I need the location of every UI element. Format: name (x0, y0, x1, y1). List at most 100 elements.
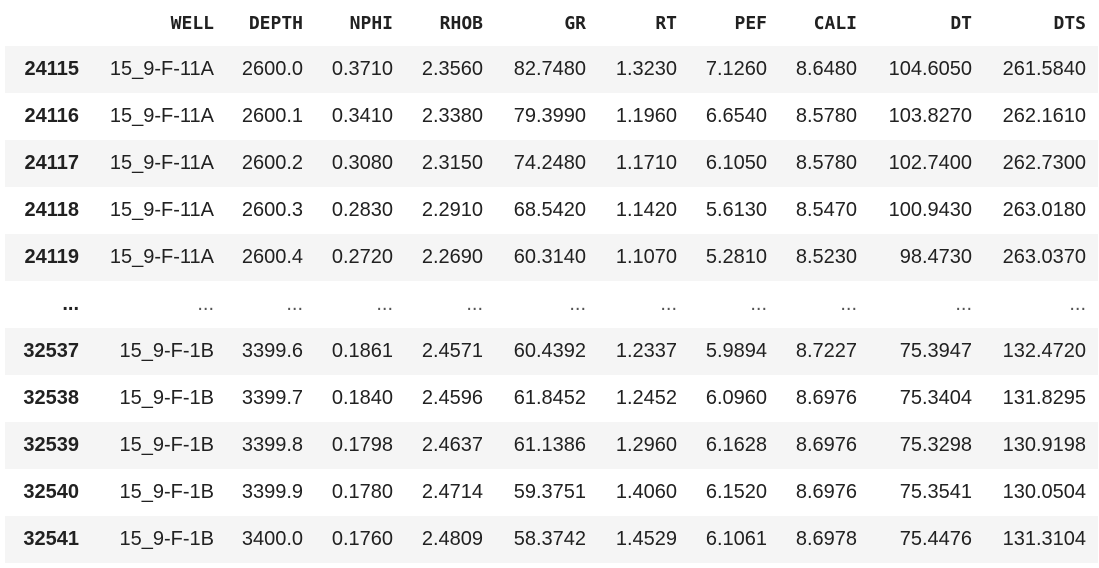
table-cell: 131.8295 (1002, 387, 1086, 409)
table-cell: 6.6540 (705, 105, 767, 127)
table-cell: 1.1070 (615, 246, 677, 268)
table-cell: 2600.1 (241, 105, 303, 127)
table-cell: 75.3541 (899, 481, 972, 503)
table-cell: 60.4392 (513, 340, 586, 362)
dataframe-table: WELL DEPTH NPHI RHOB GR RT PEF CALI DT DTS 24115 1… (5, 0, 1098, 563)
column-header: CALI (813, 12, 857, 34)
table-cell: 1.2337 (615, 340, 677, 362)
table-cell: 8.5470 (795, 199, 857, 221)
table-cell: 58.3742 (513, 528, 586, 550)
table-cell: 59.3751 (513, 481, 586, 503)
table-cell: 2.2910 (421, 199, 483, 221)
table-cell: 8.6976 (795, 481, 857, 503)
table-row: 32539 15_9-F-1B 3399.8 0.1798 2.4637 61.1386 1… (5, 422, 1098, 469)
table-cell: 15_9-F-1B (119, 434, 215, 456)
table-cell: 2600.0 (241, 58, 303, 80)
table-cell: 8.5230 (795, 246, 857, 268)
row-index: 24118 (24, 199, 79, 221)
table-cell: 2.2690 (421, 246, 483, 268)
table-cell: ... (466, 293, 483, 315)
table-cell: 6.1061 (705, 528, 767, 550)
table-cell: 0.1760 (331, 528, 393, 550)
table-body: 24115 15_9-F-11A 2600.0 0.3710 2.3560 82.7480… (5, 46, 1098, 563)
table-cell: 1.1960 (615, 105, 677, 127)
table-row: 32541 15_9-F-1B 3400.0 0.1760 2.4809 58.3742 1… (5, 516, 1098, 563)
table-cell: 8.5780 (795, 105, 857, 127)
table-row: 32540 15_9-F-1B 3399.9 0.1780 2.4714 59.3751 1… (5, 469, 1098, 516)
table-cell: 79.3990 (513, 105, 586, 127)
table-cell: ... (286, 293, 303, 315)
table-cell: 1.1420 (615, 199, 677, 221)
table-row: 24119 15_9-F-11A 2600.4 0.2720 2.2690 60.3140… (5, 234, 1098, 281)
table-cell: 15_9-F-11A (109, 152, 214, 174)
table-cell: 1.2960 (615, 434, 677, 456)
table-cell: 15_9-F-11A (109, 246, 214, 268)
table-cell: 0.1861 (331, 340, 393, 362)
table-cell: 2600.2 (241, 152, 303, 174)
table-cell: 131.3104 (1002, 528, 1086, 550)
table-cell: 132.4720 (1002, 340, 1086, 362)
header-row: WELL DEPTH NPHI RHOB GR RT PEF CALI DT DTS (5, 0, 1098, 46)
row-index: 24115 (24, 58, 79, 80)
table-cell: 1.2452 (615, 387, 677, 409)
table-cell: 104.6050 (888, 58, 972, 80)
table-cell: 8.6480 (795, 58, 857, 80)
table-row: 24118 15_9-F-11A 2600.3 0.2830 2.2910 68.5420… (5, 187, 1098, 234)
table-cell: 2600.3 (241, 199, 303, 221)
table-cell: 8.5780 (795, 152, 857, 174)
table-cell: ... (1069, 293, 1086, 315)
row-index: 32540 (23, 481, 79, 503)
table-cell: 1.4060 (615, 481, 677, 503)
table-cell: ... (660, 293, 677, 315)
table-row: 32537 15_9-F-1B 3399.6 0.1861 2.4571 60.4392 1… (5, 328, 1098, 375)
row-index: 32539 (23, 434, 79, 456)
table-cell: 262.7300 (1002, 152, 1086, 174)
table-cell: 0.3080 (331, 152, 393, 174)
row-index: 24117 (24, 152, 79, 174)
table-cell: 2.4637 (421, 434, 483, 456)
table-cell: 5.6130 (705, 199, 767, 221)
table-cell: ... (955, 293, 972, 315)
table-cell: 262.1610 (1002, 105, 1086, 127)
table-cell: 8.7227 (795, 340, 857, 362)
column-header: GR (564, 12, 586, 34)
table-cell: 6.1520 (705, 481, 767, 503)
table-cell: 3399.8 (241, 434, 303, 456)
column-header: PEF (734, 12, 767, 34)
table-cell: 1.4529 (615, 528, 677, 550)
column-header: RHOB (439, 12, 483, 34)
table-cell: 2.3380 (421, 105, 483, 127)
row-index: 32537 (23, 340, 79, 362)
table-cell: ... (197, 293, 214, 315)
table-cell: 8.6978 (795, 528, 857, 550)
table-cell: 61.1386 (513, 434, 586, 456)
table-cell: 130.0504 (1002, 481, 1086, 503)
table-cell: 3399.9 (241, 481, 303, 503)
table-cell: 75.3298 (899, 434, 972, 456)
index-header (5, 0, 93, 46)
row-index: 32538 (23, 387, 79, 409)
table-cell: 60.3140 (513, 246, 586, 268)
table-cell: 1.3230 (615, 58, 677, 80)
table-cell: 82.7480 (513, 58, 586, 80)
table-cell: 15_9-F-1B (119, 387, 215, 409)
table-cell: 6.1628 (705, 434, 767, 456)
dataframe-output: WELL DEPTH NPHI RHOB GR RT PEF CALI DT DTS 24115 1… (5, 0, 1098, 563)
column-header: NPHI (349, 12, 393, 34)
table-cell: 0.3410 (331, 105, 393, 127)
table-cell: 263.0180 (1002, 199, 1086, 221)
table-cell: ... (376, 293, 393, 315)
column-header: DT (950, 12, 972, 34)
table-row: 24115 15_9-F-11A 2600.0 0.3710 2.3560 82.7480… (5, 46, 1098, 93)
table-cell: 74.2480 (513, 152, 586, 174)
table-cell: 2.4571 (421, 340, 483, 362)
table-cell: 100.9430 (888, 199, 972, 221)
ellipsis-row: ................................. (5, 281, 1098, 328)
table-cell: 0.1780 (331, 481, 393, 503)
table-cell: 15_9-F-11A (109, 199, 214, 221)
table-cell: 2.4714 (421, 481, 483, 503)
table-cell: 0.2720 (331, 246, 393, 268)
table-cell: 130.9198 (1002, 434, 1086, 456)
row-index: 24119 (24, 246, 79, 268)
column-header: WELL (170, 12, 214, 34)
